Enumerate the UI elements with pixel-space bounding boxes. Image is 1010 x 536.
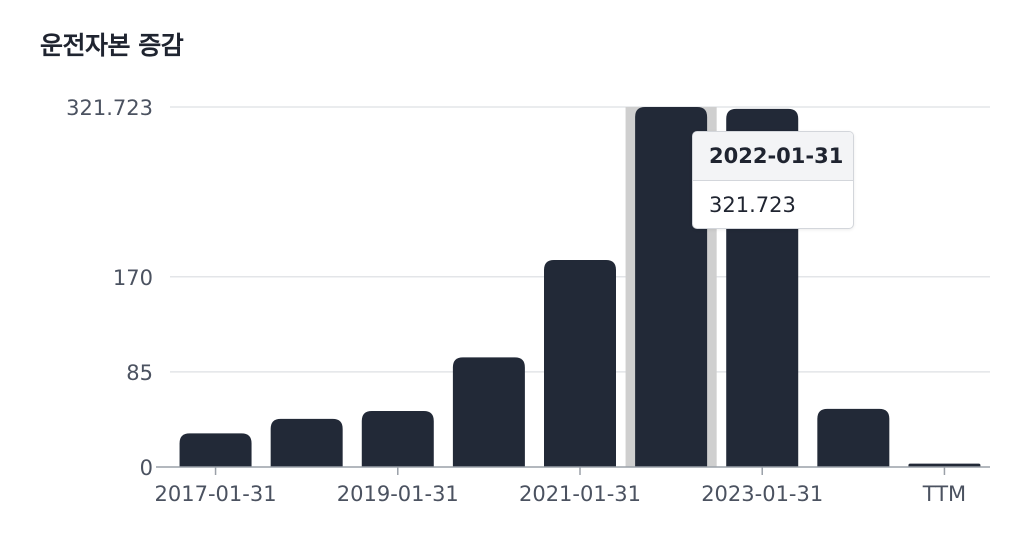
x-tick-label: 2023-01-31 xyxy=(701,482,823,506)
y-tick-label: 321.723 xyxy=(66,96,153,120)
tooltip-date: 2022-01-31 xyxy=(693,132,853,181)
chart-tooltip: 2022-01-31 321.723 xyxy=(692,131,854,229)
bar-2022-01-31 xyxy=(635,107,708,467)
bar-2017-01-31 xyxy=(179,433,252,467)
bar-TTM xyxy=(908,463,981,467)
y-tick-label: 0 xyxy=(140,456,153,480)
chart-title: 운전자본 증감 xyxy=(40,31,184,60)
y-tick-label: 85 xyxy=(126,361,153,385)
bar-2021-01-31 xyxy=(544,259,616,467)
bar-2018-01-31 xyxy=(270,418,343,467)
tooltip-value: 321.723 xyxy=(709,193,796,217)
y-tick-label: 170 xyxy=(113,266,153,290)
bar-2024-01-31 xyxy=(817,408,890,467)
x-tick-label: 2021-01-31 xyxy=(519,482,641,506)
x-tick-label: TTM xyxy=(922,482,966,506)
x-tick-label: 2019-01-31 xyxy=(337,482,459,506)
x-tick-label: 2017-01-31 xyxy=(155,482,277,506)
bar-2019-01-31 xyxy=(361,411,434,467)
bar-2020-01-31 xyxy=(452,357,525,467)
